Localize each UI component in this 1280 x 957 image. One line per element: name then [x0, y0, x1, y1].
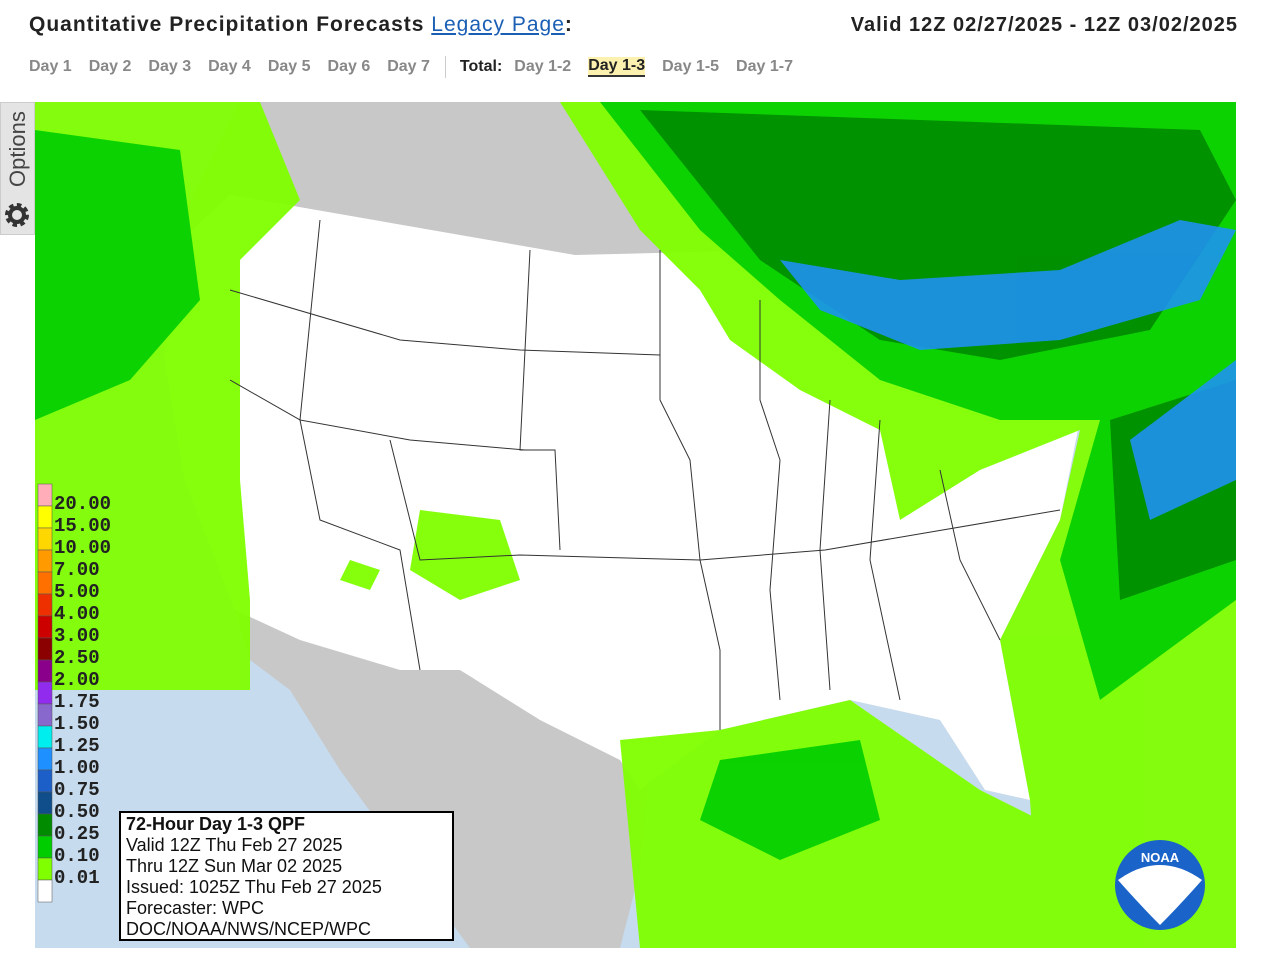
- info-line: Thru 12Z Sun Mar 02 2025: [126, 856, 342, 876]
- day-tab[interactable]: Day 7: [387, 58, 430, 75]
- total-tab[interactable]: Day 1-7: [736, 58, 793, 75]
- legend-swatch: [37, 857, 53, 881]
- legend-swatch: [37, 813, 53, 837]
- precip-blue: [780, 220, 1236, 520]
- info-box: 72-Hour Day 1-3 QPF Valid 12Z Thu Feb 27…: [119, 811, 454, 941]
- map-layer: [35, 102, 1236, 948]
- legend-swatch: [37, 593, 53, 617]
- nav: Day 1 Day 2 Day 3 Day 4 Day 5 Day 6 Day 7 Total…: [29, 56, 810, 78]
- legend-label: 1.75: [54, 691, 100, 713]
- info-line: Forecaster: WPC: [126, 898, 264, 918]
- logo-text: NOAA: [1141, 850, 1180, 865]
- day-tab[interactable]: Day 3: [148, 58, 192, 75]
- options-tab[interactable]: Options: [0, 102, 35, 235]
- legend: 20.0015.0010.007.005.004.003.002.502.001…: [37, 483, 111, 903]
- legend-label: 2.00: [54, 669, 100, 691]
- legend-label: 1.50: [54, 713, 100, 735]
- info-line: DOC/NOAA/NWS/NCEP/WPC: [126, 919, 371, 939]
- options-label: Options: [5, 111, 30, 187]
- legend-label: 0.75: [54, 779, 100, 801]
- day-tab[interactable]: Day 2: [88, 58, 132, 75]
- total-tab[interactable]: Day 1-3: [588, 57, 646, 77]
- info-line: Issued: 1025Z Thu Feb 27 2025: [126, 877, 382, 897]
- legend-swatch: [37, 769, 53, 793]
- total-label: Total:: [459, 58, 503, 75]
- legend-swatch: [37, 747, 53, 771]
- legend-label: 0.01: [54, 867, 100, 889]
- separator: [444, 56, 446, 78]
- total-tab[interactable]: Day 1-5: [662, 58, 720, 75]
- logo-gull: [1118, 865, 1202, 925]
- gear-icon: [5, 203, 29, 227]
- legend-label: 0.10: [54, 845, 100, 867]
- legend-swatch: [37, 549, 53, 573]
- legend-label: 0.25: [54, 823, 100, 845]
- info-title: 72-Hour Day 1-3 QPF: [126, 814, 305, 834]
- legend-swatch: [37, 483, 53, 507]
- legend-label: 1.00: [54, 757, 100, 779]
- map: 20.0015.0010.007.005.004.003.002.502.001…: [35, 102, 1236, 948]
- legend-label: 15.00: [54, 515, 111, 537]
- legend-swatch: [37, 615, 53, 639]
- legend-label: 20.00: [54, 493, 111, 515]
- day-tab[interactable]: Day 5: [267, 58, 311, 75]
- title-text: Quantitative Precipitation Forecasts: [29, 13, 425, 36]
- day-tab[interactable]: Day 4: [208, 58, 251, 75]
- legend-label: 4.00: [54, 603, 100, 625]
- legacy-link[interactable]: Legacy Page: [431, 13, 565, 36]
- legend-swatch: [37, 571, 53, 595]
- legend-label: 0.50: [54, 801, 100, 823]
- legend-label: 10.00: [54, 537, 111, 559]
- noaa-logo: NOAA: [1115, 840, 1205, 930]
- legend-swatch: [37, 835, 53, 859]
- day-tab[interactable]: Day 6: [327, 58, 371, 75]
- legend-label: 3.00: [54, 625, 100, 647]
- total-tab[interactable]: Day 1-2: [514, 58, 572, 75]
- valid-period: Valid 12Z 02/27/2025 - 12Z 03/02/2025: [850, 14, 1238, 36]
- legend-label: 1.25: [54, 735, 100, 757]
- state-lines: [229, 219, 1061, 730]
- day-tab[interactable]: Day 1: [29, 58, 72, 75]
- legend-swatch: [37, 725, 53, 749]
- info-line: Valid 12Z Thu Feb 27 2025: [126, 835, 342, 855]
- colon: :: [564, 13, 573, 36]
- legend-swatch: [37, 637, 53, 661]
- title: Quantitative Precipitation Forecasts Leg…: [29, 13, 573, 37]
- legend-label: 2.50: [54, 647, 100, 669]
- legend-label: 7.00: [54, 559, 100, 581]
- legend-swatch: [37, 659, 53, 683]
- legend-label: 5.00: [54, 581, 100, 603]
- legend-swatch: [37, 791, 53, 815]
- legend-swatch-none: [37, 879, 53, 903]
- legend-swatch: [37, 527, 53, 551]
- legend-swatch: [37, 703, 53, 727]
- legend-swatch: [37, 505, 53, 529]
- legend-swatch: [37, 681, 53, 705]
- info-box-frame: [119, 811, 454, 941]
